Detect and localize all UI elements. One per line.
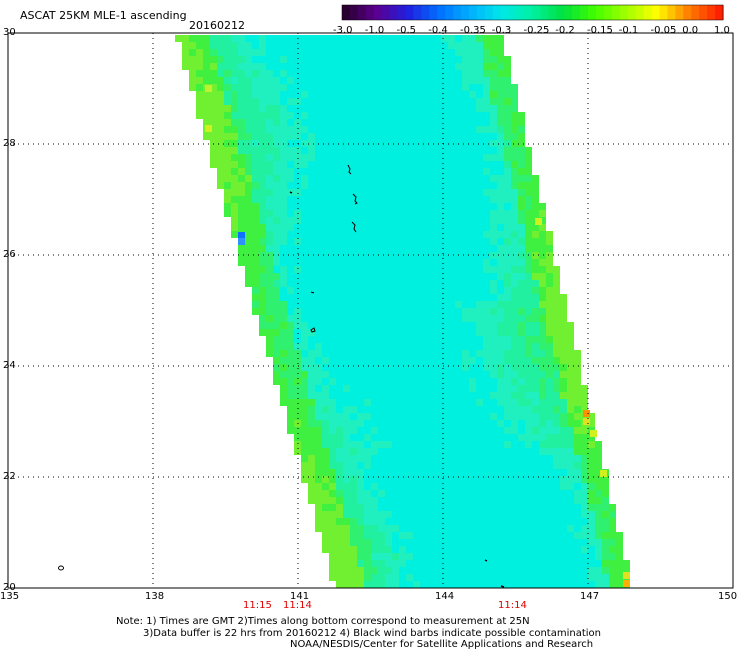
colorbar — [341, 4, 724, 21]
longitude-label: 144 — [435, 591, 455, 602]
lat-lon-grid — [8, 33, 733, 588]
colorbar-label: 1.0 — [714, 25, 730, 36]
colorbar-label: -0.35 — [460, 25, 486, 36]
note-line-2: 3)Data buffer is 22 hrs from 20160212 4)… — [143, 628, 601, 639]
colorbar-label: -3.0 — [333, 25, 353, 36]
longitude-label: 135 — [0, 591, 20, 602]
longitude-label: 141 — [290, 591, 310, 602]
latitude-label: 24 — [3, 360, 16, 371]
time-label-3: 11:14 — [498, 600, 527, 611]
colorbar-label: -0.5 — [396, 25, 417, 36]
time-label-2: 11:14 — [283, 600, 312, 611]
colorbar-label: -0.2 — [555, 25, 575, 36]
note-line-1: Note: 1) Times are GMT 2)Times along bot… — [116, 616, 530, 627]
latitude-label: 26 — [3, 249, 16, 260]
note-line-3: NOAA/NESDIS/Center for Satellite Applica… — [290, 639, 594, 650]
map-title: ASCAT 25KM MLE-1 ascending — [20, 9, 187, 22]
colorbar-label: 0.0 — [682, 25, 699, 36]
map-date: 20160212 — [189, 19, 245, 32]
island-outlines — [58, 164, 505, 588]
colorbar-label: -0.1 — [618, 25, 639, 36]
colorbar-label: -1.0 — [364, 25, 385, 36]
longitude-label: 138 — [145, 591, 165, 602]
time-label-1: 11:15 — [243, 600, 272, 611]
colorbar-label: -0.3 — [491, 25, 512, 36]
longitude-label: 147 — [580, 591, 600, 602]
latitude-label: 20 — [3, 582, 16, 593]
plot-frame — [7, 32, 734, 589]
longitude-label: 150 — [718, 591, 738, 602]
latitude-label: 28 — [3, 138, 16, 149]
colorbar-label: -0.4 — [428, 25, 448, 36]
latitude-label: 30 — [3, 27, 16, 38]
colorbar-label: -0.05 — [650, 25, 677, 36]
swath-data — [175, 35, 630, 588]
colorbar-label: -0.15 — [587, 25, 613, 36]
colorbar-label: -0.25 — [523, 25, 550, 36]
latitude-label: 22 — [3, 471, 16, 482]
